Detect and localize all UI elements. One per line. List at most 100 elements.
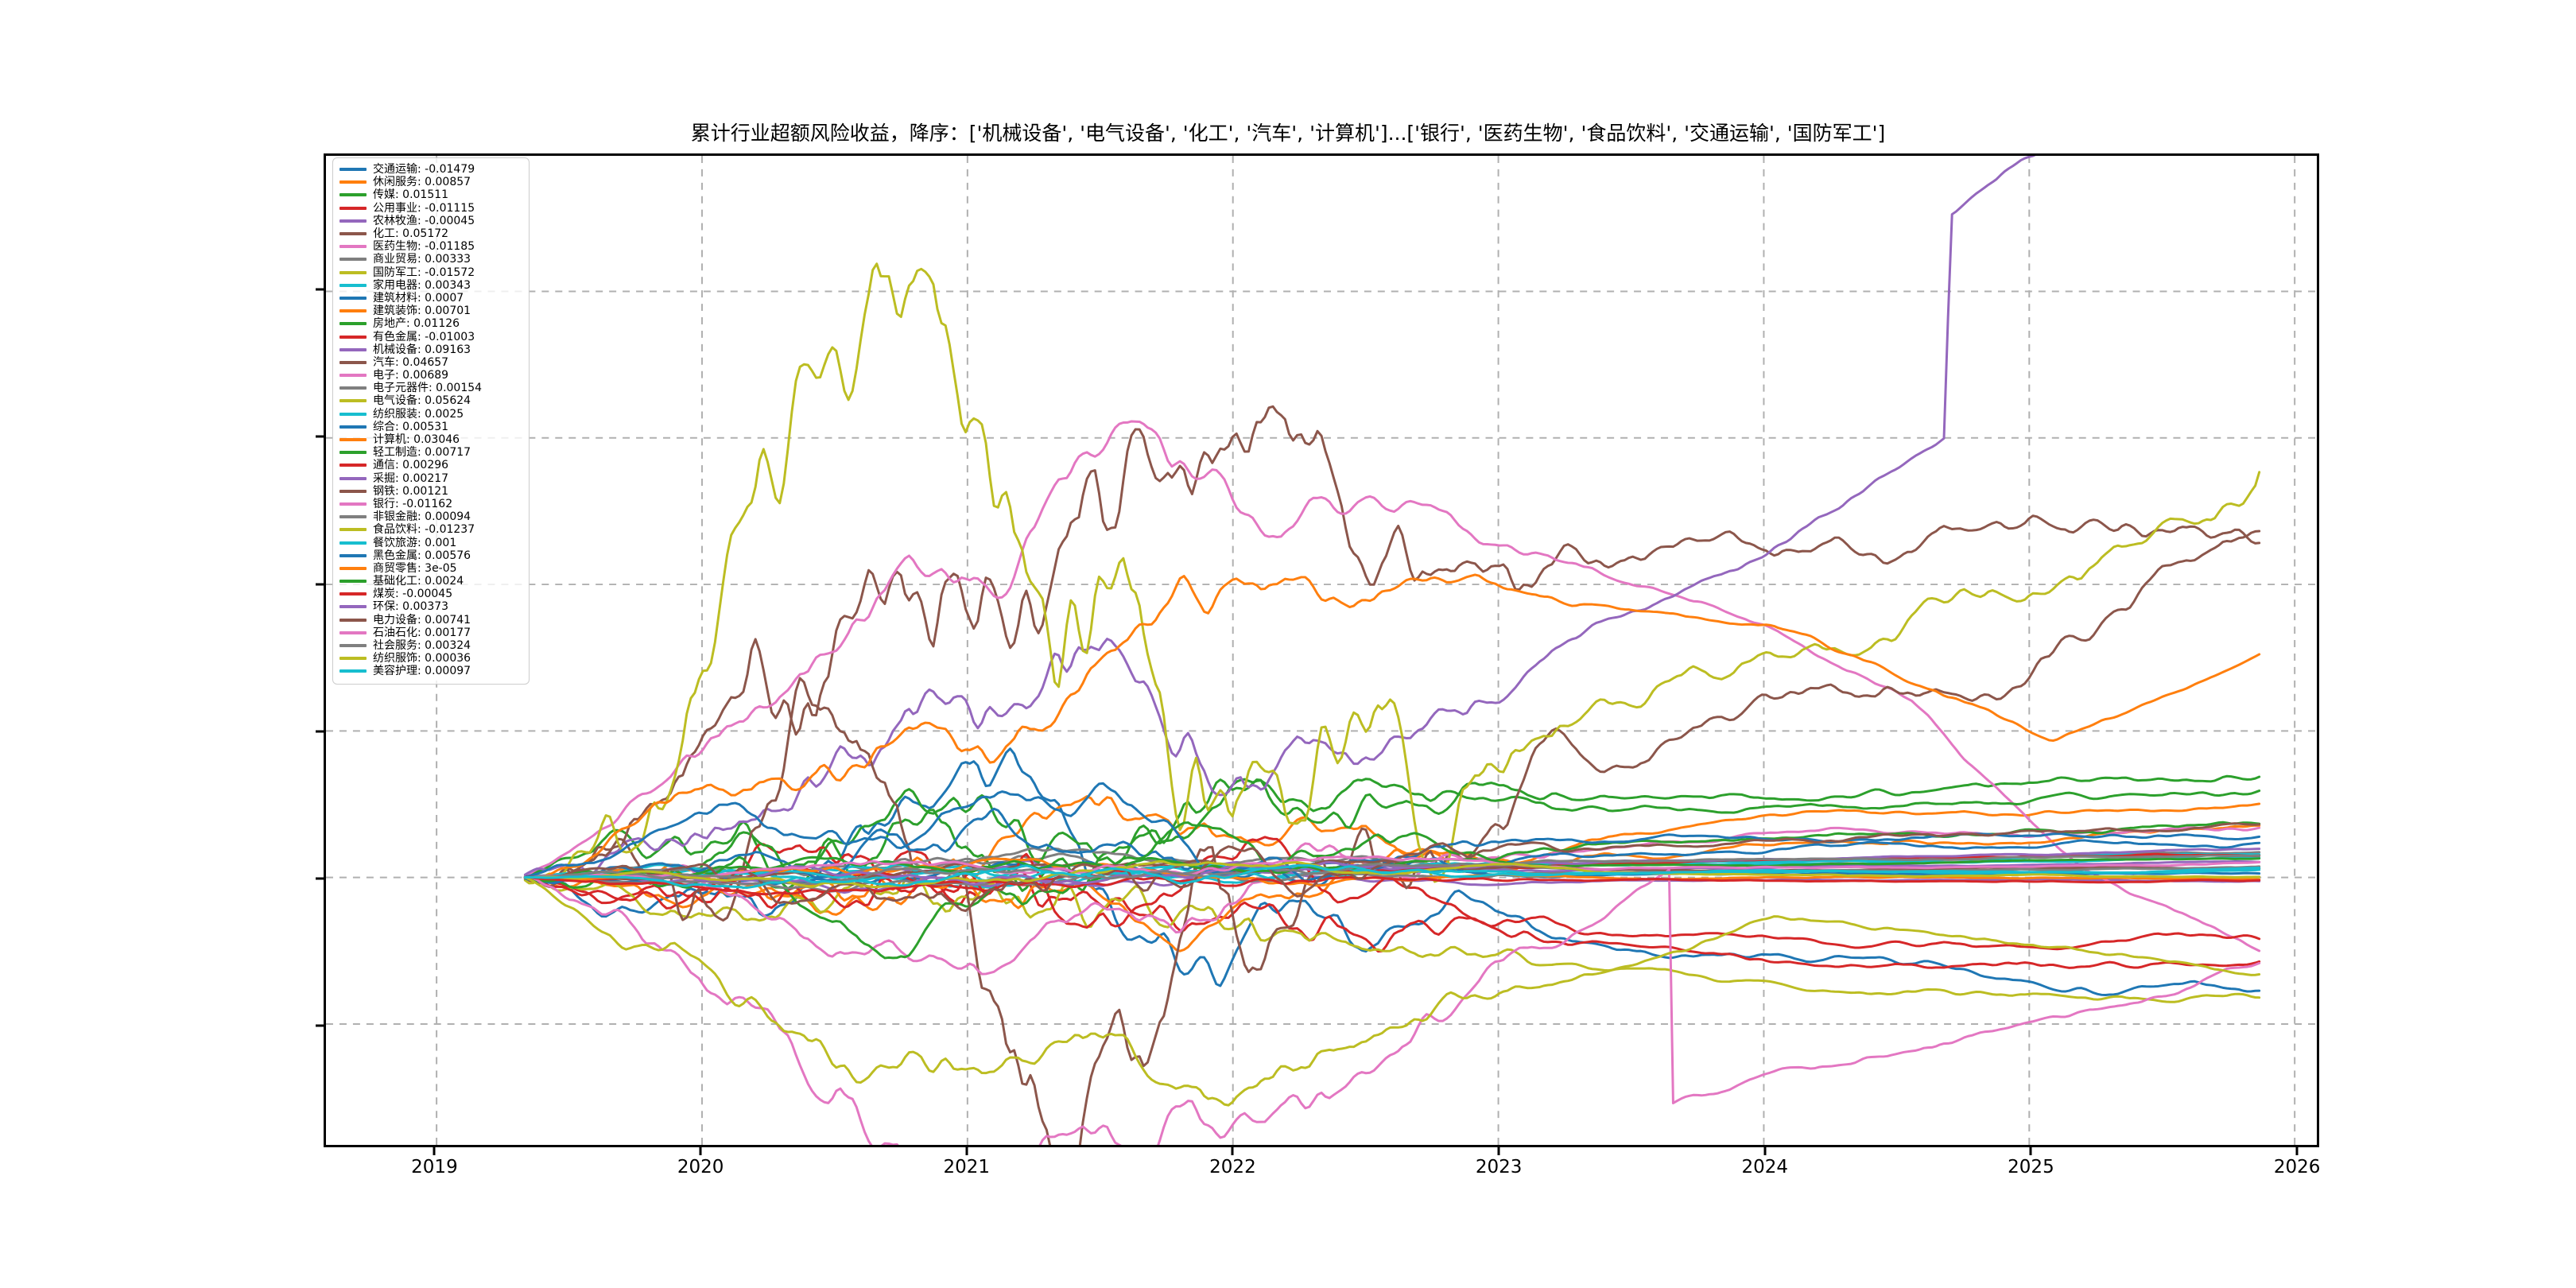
legend-item[interactable]: 家用电器: 0.00343 [339, 279, 522, 292]
legend-item[interactable]: 农林牧渔: -0.00045 [339, 215, 522, 227]
legend-item[interactable]: 煤炭: -0.00045 [339, 588, 522, 600]
x-tick-mark [1497, 1147, 1500, 1155]
legend-item[interactable]: 休闲服务: 0.00857 [339, 176, 522, 188]
legend-item[interactable]: 建筑材料: 0.0007 [339, 292, 522, 305]
legend-color-swatch [339, 630, 367, 634]
legend-item[interactable]: 黑色金属: 0.00576 [339, 549, 522, 562]
legend-color-swatch [339, 528, 367, 532]
legend-item[interactable]: 有色金属: -0.01003 [339, 330, 522, 343]
gridlines [326, 156, 2317, 1145]
legend-item[interactable]: 电子元器件: 0.00154 [339, 382, 522, 394]
legend-item[interactable]: 石油石化: 0.00177 [339, 627, 522, 639]
legend-item-label: 电子元器件: 0.00154 [373, 382, 483, 395]
legend-item[interactable]: 医药生物: -0.01185 [339, 240, 522, 253]
legend-item[interactable]: 银行: -0.01162 [339, 498, 522, 510]
legend-color-swatch [339, 245, 367, 249]
legend[interactable]: 交通运输: -0.01479 休闲服务: 0.00857 传媒: 0.01511 公用… [332, 157, 530, 685]
legend-item-label: 家用电器: 0.00343 [373, 278, 471, 292]
legend-item-label: 休闲服务: 0.00857 [373, 176, 471, 189]
legend-item-label: 房地产: 0.01126 [373, 317, 460, 331]
legend-color-swatch [339, 425, 367, 429]
legend-item[interactable]: 建筑装饰: 0.00701 [339, 305, 522, 317]
legend-item[interactable]: 交通运输: -0.01479 [339, 163, 522, 176]
legend-item[interactable]: 美容护理: 0.00097 [339, 665, 522, 677]
legend-item[interactable]: 化工: 0.05172 [339, 227, 522, 240]
legend-color-swatch [339, 438, 367, 442]
legend-item[interactable]: 公用事业: -0.01115 [339, 202, 522, 215]
legend-item[interactable]: 轻工制造: 0.00717 [339, 446, 522, 459]
legend-item-label: 商业贸易: 0.00333 [373, 253, 471, 266]
legend-item[interactable]: 食品饮料: -0.01237 [339, 523, 522, 536]
legend-item[interactable]: 纺织服装: 0.0025 [339, 408, 522, 421]
legend-item-label: 采掘: 0.00217 [373, 471, 449, 485]
legend-color-swatch [339, 553, 367, 557]
legend-item[interactable]: 非银金融: 0.00094 [339, 510, 522, 523]
series-line [523, 405, 2261, 883]
plot-area [324, 153, 2319, 1147]
legend-item[interactable]: 纺织服饰: 0.00036 [339, 652, 522, 665]
legend-item[interactable]: 商贸零售: 3e-05 [339, 562, 522, 575]
legend-color-swatch [339, 644, 367, 648]
legend-item-label: 电子: 0.00689 [373, 369, 449, 382]
legend-item-label: 环保: 0.00373 [373, 600, 449, 614]
legend-item[interactable]: 钢铁: 0.00121 [339, 485, 522, 498]
x-tick-label: 2024 [1741, 1157, 1789, 1177]
legend-color-swatch [339, 232, 367, 236]
legend-item[interactable]: 社会服务: 0.00324 [339, 639, 522, 652]
x-tick-mark [2295, 1147, 2299, 1155]
legend-item-label: 黑色金属: 0.00576 [373, 549, 471, 562]
legend-item-label: 有色金属: -0.01003 [373, 330, 475, 343]
legend-item[interactable]: 综合: 0.00531 [339, 421, 522, 433]
legend-item[interactable]: 传媒: 0.01511 [339, 188, 522, 201]
x-tick-mark [433, 1147, 436, 1155]
legend-color-swatch [339, 580, 367, 584]
legend-item-label: 机械设备: 0.09163 [373, 343, 471, 356]
legend-item[interactable]: 基础化工: 0.0024 [339, 575, 522, 588]
legend-item-label: 医药生物: -0.01185 [373, 240, 475, 254]
y-tick-mark [316, 583, 324, 586]
legend-item-label: 传媒: 0.01511 [373, 188, 449, 202]
legend-item[interactable]: 电子: 0.00689 [339, 369, 522, 382]
legend-color-swatch [339, 335, 367, 339]
legend-item[interactable]: 国防军工: -0.01572 [339, 266, 522, 279]
legend-item[interactable]: 计算机: 0.03046 [339, 433, 522, 446]
x-tick-mark [699, 1147, 702, 1155]
legend-item[interactable]: 汽车: 0.04657 [339, 356, 522, 369]
legend-color-swatch [339, 502, 367, 506]
legend-color-swatch [339, 360, 367, 364]
legend-item-label: 纺织服装: 0.0025 [373, 407, 464, 421]
legend-item-label: 交通运输: -0.01479 [373, 163, 475, 177]
legend-item[interactable]: 环保: 0.00373 [339, 600, 522, 613]
legend-color-swatch [339, 206, 367, 210]
legend-color-swatch [339, 592, 367, 596]
legend-item-label: 公用事业: -0.01115 [373, 201, 475, 215]
series-line [523, 864, 2261, 889]
legend-item[interactable]: 房地产: 0.01126 [339, 317, 522, 330]
legend-item[interactable]: 采掘: 0.00217 [339, 472, 522, 485]
chart-canvas [326, 156, 2317, 1145]
legend-item[interactable]: 餐饮旅游: 0.001 [339, 536, 522, 549]
series-line [523, 530, 2261, 1145]
legend-color-swatch [339, 412, 367, 416]
legend-item[interactable]: 电力设备: 0.00741 [339, 614, 522, 627]
x-tick-mark [1763, 1147, 1767, 1155]
legend-item[interactable]: 电气设备: 0.05624 [339, 394, 522, 407]
legend-color-swatch [339, 451, 367, 455]
legend-item-label: 基础化工: 0.0024 [373, 575, 464, 588]
legend-color-swatch [339, 296, 367, 300]
legend-color-swatch [339, 399, 367, 403]
legend-color-swatch [339, 258, 367, 262]
x-tick-mark [1231, 1147, 1234, 1155]
legend-item[interactable]: 通信: 0.00296 [339, 459, 522, 471]
legend-item-label: 食品饮料: -0.01237 [373, 523, 475, 537]
series-line [523, 822, 2261, 913]
legend-item[interactable]: 商业贸易: 0.00333 [339, 253, 522, 266]
legend-item-label: 银行: -0.01162 [373, 497, 453, 510]
series-line [523, 262, 2261, 885]
y-tick-mark [316, 435, 324, 438]
x-tick-label: 2020 [677, 1157, 724, 1177]
legend-item[interactable]: 机械设备: 0.09163 [339, 343, 522, 356]
legend-item-label: 化工: 0.05172 [373, 227, 449, 241]
legend-item-label: 农林牧渔: -0.00045 [373, 214, 475, 227]
